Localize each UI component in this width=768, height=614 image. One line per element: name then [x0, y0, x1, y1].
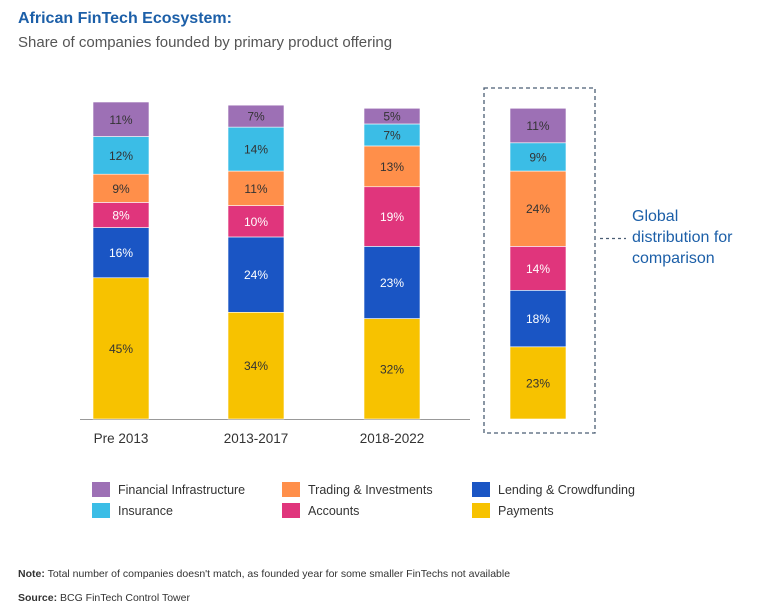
- legend-swatch: [92, 482, 110, 497]
- legend-item-accounts: Accounts: [282, 503, 472, 518]
- bar-segment-trading-investments: [92, 173, 150, 203]
- data-label: 45%: [109, 342, 133, 356]
- data-label: 32%: [380, 362, 404, 376]
- bar-segment-trading-investments: [363, 145, 421, 188]
- bar-segment-payments: [363, 318, 421, 420]
- x-tick-label: 2018-2022: [360, 431, 425, 446]
- legend-swatch: [472, 482, 490, 497]
- data-label: 10%: [244, 215, 268, 229]
- data-label: 24%: [244, 268, 268, 282]
- legend-swatch: [282, 482, 300, 497]
- x-tick-label: Pre 2013: [94, 431, 149, 446]
- bar-segment-financial-infrastructure: [509, 107, 567, 144]
- data-label: 16%: [109, 246, 133, 260]
- bar-segment-lending-crowdfunding: [363, 246, 421, 319]
- legend-item-financial-infrastructure: Financial Infrastructure: [92, 482, 282, 497]
- bar-segment-payments: [509, 346, 567, 420]
- legend-label: Trading & Investments: [308, 482, 433, 497]
- data-label: 9%: [529, 150, 547, 164]
- x-tick-label: 2013-2017: [224, 431, 289, 446]
- data-label: 8%: [112, 208, 130, 222]
- data-label: 7%: [383, 128, 401, 142]
- source-text: BCG FinTech Control Tower: [57, 592, 190, 604]
- bar-segment-lending-crowdfunding: [509, 290, 567, 348]
- source-label: Source:: [18, 592, 58, 604]
- bar-segment-financial-infrastructure: [363, 107, 421, 125]
- legend-item-lending-crowdfunding: Lending & Crowdfunding: [472, 482, 712, 497]
- data-label: 11%: [526, 119, 549, 133]
- global-annotation: Global distribution for comparison: [632, 206, 733, 269]
- chart-title: African FinTech Ecosystem:: [18, 10, 232, 27]
- data-label: 13%: [380, 160, 404, 174]
- data-label: 14%: [244, 143, 268, 157]
- legend-swatch: [472, 503, 490, 518]
- annotation-line: Global: [632, 208, 679, 225]
- data-label: 18%: [526, 312, 550, 326]
- data-label: 11%: [109, 113, 132, 127]
- legend-swatch: [282, 503, 300, 518]
- data-label: 24%: [526, 202, 550, 216]
- legend-label: Insurance: [118, 503, 173, 518]
- data-label: 7%: [247, 110, 265, 124]
- bar-segment-financial-infrastructure: [227, 104, 285, 128]
- legend-label: Accounts: [308, 503, 360, 518]
- footnote: Note: Total number of companies doesn't …: [18, 568, 510, 580]
- bar-segment-trading-investments: [509, 170, 567, 247]
- data-label: 19%: [380, 210, 404, 224]
- data-label: 11%: [244, 182, 267, 196]
- bar-segment-accounts: [363, 186, 421, 247]
- data-label: 34%: [244, 359, 268, 373]
- bar-segment-insurance: [92, 136, 150, 175]
- comparison-box: [483, 87, 596, 434]
- data-label: 5%: [383, 110, 401, 124]
- bar-segment-lending-crowdfunding: [92, 227, 150, 279]
- legend-item-payments: Payments: [472, 503, 712, 518]
- note-text: Total number of companies doesn't match,…: [44, 568, 511, 580]
- annotation-line: distribution for: [632, 229, 733, 246]
- legend-label: Financial Infrastructure: [118, 482, 246, 497]
- bar-segment-trading-investments: [227, 170, 285, 206]
- legend-label: Lending & Crowdfunding: [498, 482, 635, 497]
- legend-item-trading-investments: Trading & Investments: [282, 482, 472, 497]
- source-line: Source: BCG FinTech Control Tower: [18, 592, 190, 604]
- bar-segment-accounts: [227, 205, 285, 238]
- data-label: 23%: [526, 376, 550, 390]
- bar-segment-payments: [92, 277, 150, 420]
- legend: Financial Infrastructure Trading & Inves…: [92, 482, 732, 518]
- bar-segment-insurance: [227, 126, 285, 172]
- note-label: Note:: [18, 568, 45, 580]
- bar-segment-lending-crowdfunding: [227, 236, 285, 313]
- data-label: 14%: [526, 262, 550, 276]
- data-label: 12%: [109, 149, 133, 163]
- bar-segment-accounts: [509, 246, 567, 291]
- data-label: 23%: [380, 276, 404, 290]
- stacked-bar-chart: 45% 16% 8% 9% 12% 11% Pre 2013 34% 24% 10% 11% 14% 7…: [80, 87, 626, 446]
- chart-subtitle: Share of companies founded by primary pr…: [18, 34, 393, 51]
- data-label: 9%: [112, 182, 130, 196]
- legend-label: Payments: [498, 503, 554, 518]
- legend-item-insurance: Insurance: [92, 503, 282, 518]
- bar-segment-financial-infrastructure: [92, 101, 150, 137]
- bar-segment-accounts: [92, 202, 150, 228]
- legend-swatch: [92, 503, 110, 518]
- annotation-line: comparison: [632, 250, 715, 267]
